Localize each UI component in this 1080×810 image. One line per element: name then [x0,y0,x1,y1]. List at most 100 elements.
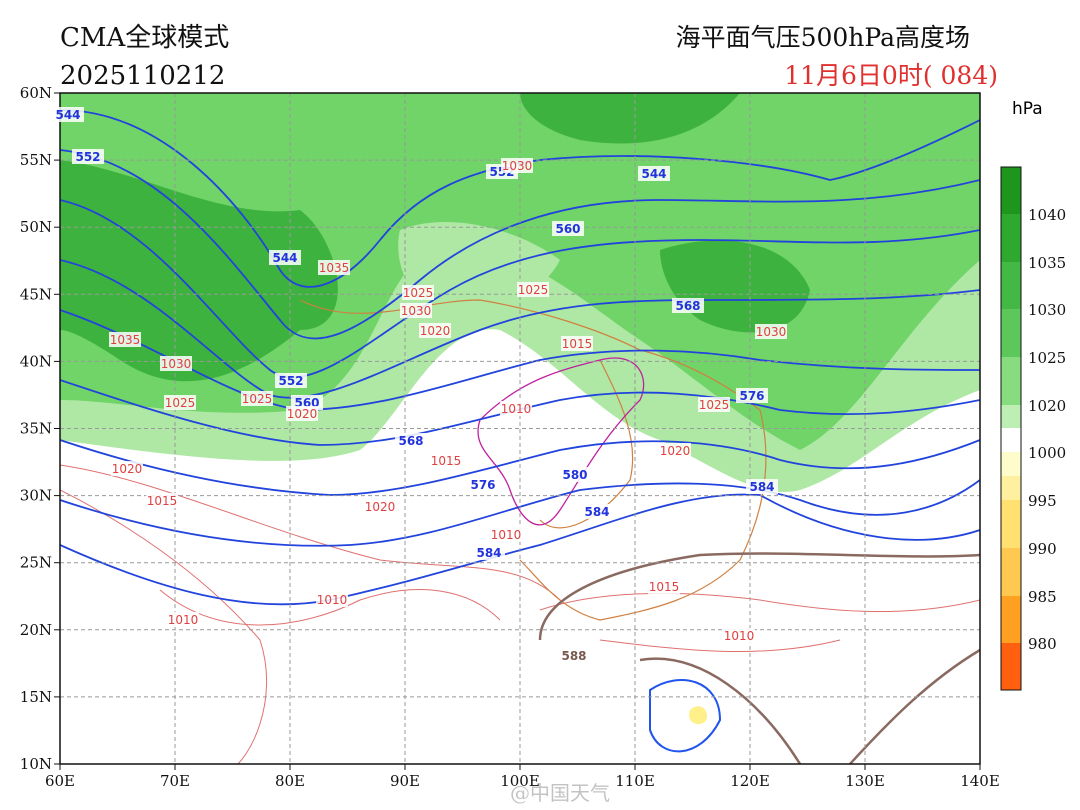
label-bg [111,461,143,476]
height-contour-label: 552 [75,150,100,164]
label-bg [746,479,778,494]
lat-label: 10N [20,755,52,773]
label-bg [659,443,691,458]
label-bg [269,250,301,265]
height-contour-label: 568 [675,299,700,313]
pressure-contour-label: 1030 [502,159,533,173]
lat-label: 55N [20,151,52,169]
lat-label: 20N [20,621,52,639]
map-title: 海平面气压500hPa高度场 [676,23,970,52]
map-fields [60,93,980,764]
lat-label: 35N [20,420,52,438]
lat-label: 45N [20,285,52,303]
label-bg [286,406,318,421]
label-bg [517,282,549,297]
lat-label: 60N [20,84,52,102]
lon-label: 130E [845,772,885,790]
init-time: 2025110212 [60,61,225,91]
label-bg [638,166,670,181]
pressure-contour-label: 1010 [724,629,755,643]
height-contour-label: 588 [561,649,586,663]
label-bg [167,612,199,627]
pressure-contour-label: 1025 [699,398,730,412]
lon-label: 140E [960,772,1000,790]
label-bg [364,499,396,514]
pressure-contour-label: 1010 [168,613,199,627]
label-bg [755,324,787,339]
label-bg [146,493,178,508]
label-bg [473,545,505,560]
label-bg [500,401,532,416]
pressure-contour-label: 1025 [518,283,549,297]
pressure-contour-label: 1010 [317,593,348,607]
lon-label: 70E [160,772,190,790]
label-bg [164,395,196,410]
label-bg [698,397,730,412]
pressure-contour-label: 1020 [365,500,396,514]
lon-label: 90E [390,772,420,790]
pressure-contour-label: 1010 [491,528,522,542]
label-bg [490,527,522,542]
height-contour-label: 584 [476,546,501,560]
label-bg [400,303,432,318]
pressure-contour-label: 1025 [403,286,434,300]
label-bg [241,391,273,406]
label-bg [581,504,613,519]
lat-label: 30N [20,487,52,505]
valid-time: 11月6日0时( 084) [784,61,998,90]
colorbar-label: 985 [1028,588,1057,606]
pressure-contour-label: 1025 [165,396,196,410]
label-bg [160,356,192,371]
label-bg [501,158,533,173]
height-contour-label: 560 [555,222,580,236]
colorbar-label: 1040 [1028,206,1066,224]
pressure-contour-label: 1030 [401,304,432,318]
pressure-contour-label: 1015 [649,580,680,594]
label-bg [402,285,434,300]
lat-label: 50N [20,218,52,236]
height-contour-label: 552 [278,374,303,388]
label-bg [736,388,768,403]
pressure-contour-label: 1015 [431,454,462,468]
height-contour-label: 544 [272,251,297,265]
pressure-contour-label: 1035 [110,333,141,347]
height-contour-label: 580 [562,468,587,482]
height-contour-label: 576 [470,478,495,492]
pressure-contour-label: 1020 [660,444,691,458]
pressure-contour-label: 1030 [756,325,787,339]
lon-label: 80E [275,772,305,790]
label-bg [109,332,141,347]
label-bg [552,221,584,236]
pressure-contour-label: 1015 [147,494,178,508]
height-contour-label: 544 [641,167,666,181]
label-bg [430,453,462,468]
colorbar: hPa 1040 1035 1030 1025 1020 1000 995 990 985 980 [1000,99,1066,691]
label-bg [467,477,499,492]
pressure-contour-label: 1015 [562,337,593,351]
colorbar-label: 1030 [1028,301,1066,319]
height-contour-label: 568 [398,434,423,448]
colorbar-label: 1035 [1028,254,1066,272]
label-bg [419,323,451,338]
height-contour-label: 544 [55,108,80,122]
watermark: @中国天气 [510,781,610,805]
lon-label: 60E [45,772,75,790]
model-name: CMA全球模式 [60,23,229,53]
lat-label: 40N [20,352,52,370]
label-bg [52,107,84,122]
label-bg [672,298,704,313]
label-bg [559,467,591,482]
label-bg [558,648,590,663]
height-contour-label: 576 [739,389,764,403]
lat-label: 15N [20,688,52,706]
label-bg [316,592,348,607]
lon-label: 100E [500,772,540,790]
pressure-contour-label: 1030 [161,357,192,371]
colorbar-label: 1025 [1028,349,1066,367]
colorbar-label: 990 [1028,540,1057,558]
label-bg [72,149,104,164]
label-bg [318,260,350,275]
lon-label: 110E [615,772,655,790]
label-bg [723,628,755,643]
